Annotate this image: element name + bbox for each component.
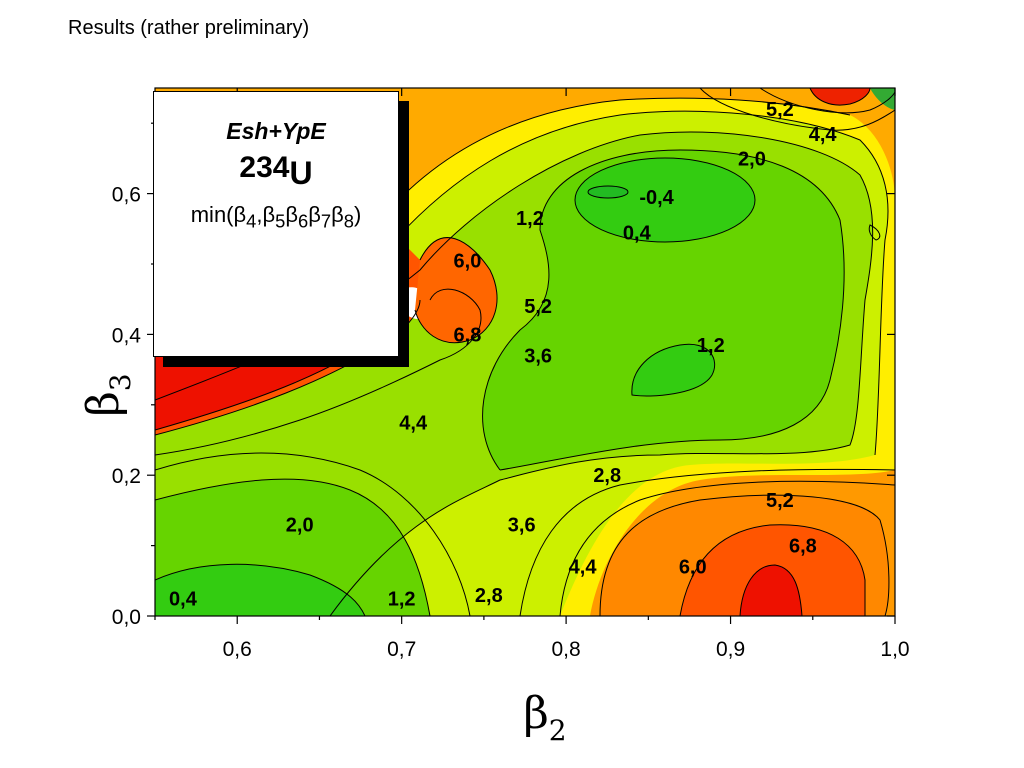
y-tick-label: 0,6 bbox=[112, 184, 141, 207]
legend-min-text: min(β4,β5β6β7β8) bbox=[190, 202, 362, 232]
contour-label: 2,8 bbox=[593, 465, 621, 487]
slide-title: Results (rather preliminary) bbox=[68, 17, 310, 39]
contour-label: 4,4 bbox=[809, 124, 838, 146]
y-tick-label: 0,4 bbox=[112, 324, 142, 347]
contour-label: 2,8 bbox=[475, 585, 503, 607]
contour-label: 1,2 bbox=[697, 335, 725, 357]
axis-ticks: 0,6 0,7 0,8 0,9 1,0 0,0 0,2 0,4 0,6 bbox=[112, 88, 910, 661]
x-axis-title: β2 bbox=[523, 688, 566, 747]
contour-labels: 5,2 4,4 2,0 -0,4 1,2 0,4 6,0 5,2 6,8 3,6 1,2 4,4 2,8… bbox=[169, 99, 837, 610]
x-tick-label: 0,9 bbox=[716, 638, 745, 661]
contour-label: 6,0 bbox=[679, 557, 707, 579]
contour-label: 1,2 bbox=[388, 588, 416, 610]
legend-mass-number: 234 bbox=[239, 151, 290, 184]
contour-label: 5,2 bbox=[766, 490, 794, 512]
x-tick-label: 0,6 bbox=[223, 638, 252, 661]
contour-label: 2,0 bbox=[286, 514, 314, 536]
contour-label: 0,4 bbox=[623, 222, 652, 244]
legend-method: Esh+YpE bbox=[226, 118, 326, 144]
legend-element: U bbox=[289, 155, 313, 191]
x-tick-label: 0,8 bbox=[552, 638, 581, 661]
contour-label: 2,0 bbox=[738, 148, 766, 170]
contour-label: 4,4 bbox=[569, 557, 598, 579]
legend-nucleus: 234U bbox=[154, 151, 398, 192]
contour-label: 6,8 bbox=[789, 536, 817, 558]
contour-label: 5,2 bbox=[524, 296, 552, 318]
y-tick-label: 0,0 bbox=[112, 606, 141, 629]
y-tick-label: 0,2 bbox=[112, 465, 141, 488]
contour-label: 6,8 bbox=[454, 324, 482, 346]
contour-label: 5,2 bbox=[766, 99, 794, 121]
contour-label: 3,6 bbox=[508, 514, 536, 536]
x-tick-label: 1,0 bbox=[880, 638, 909, 661]
x-tick-label: 0,7 bbox=[387, 638, 416, 661]
contour-label: 0,4 bbox=[169, 588, 198, 610]
contour-label: 6,0 bbox=[454, 250, 482, 272]
contour-label: 1,2 bbox=[516, 208, 544, 230]
contour-label: 3,6 bbox=[524, 346, 552, 368]
legend-box: Esh+YpE 234U min(β4,β5β6β7β8) bbox=[153, 91, 399, 357]
y-axis-title: β3 bbox=[78, 373, 137, 416]
contour-label: 4,4 bbox=[399, 412, 428, 434]
contour-label: -0,4 bbox=[639, 187, 674, 209]
